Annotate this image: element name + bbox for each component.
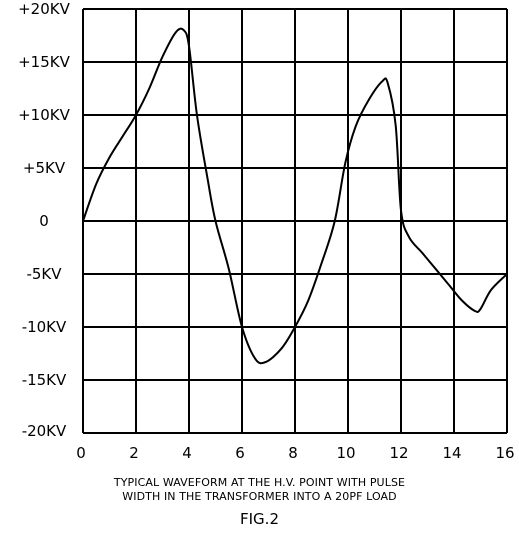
x-tick-label-0: 0 (76, 444, 86, 462)
x-tick-label-2: 4 (182, 444, 192, 462)
y-tick-label-7: -15KV (22, 371, 67, 389)
y-tick-label-6: -10KV (22, 318, 67, 336)
y-tick-label-5: -5KV (26, 265, 62, 283)
waveform-chart: +20KV+15KV+10KV+5KV0-5KV-10KV-15KV-20KV … (18, 0, 514, 462)
x-tick-label-3: 6 (235, 444, 245, 462)
x-tick-label-7: 14 (442, 444, 461, 462)
y-tick-label-2: +10KV (18, 106, 70, 124)
series-group (82, 27, 508, 365)
x-tick-label-1: 2 (129, 444, 139, 462)
y-tick-label-3: +5KV (23, 159, 66, 177)
x-tick-labels: 0 2 4 6 8 10 12 14 16 (76, 444, 514, 462)
x-tick-label-6: 12 (389, 444, 408, 462)
caption-line-2: WIDTH IN THE TRANSFORMER INTO A 20PF LOA… (122, 490, 397, 503)
waveform-line-0 (82, 27, 508, 365)
y-tick-label-4: 0 (39, 212, 49, 230)
y-tick-labels: +20KV +15KV +10KV +5KV 0 -5KV -10KV -15KV -20KV (18, 0, 70, 440)
x-tick-label-8: 16 (495, 444, 514, 462)
figure-label: FIG.2 (240, 510, 279, 528)
caption-line-1: TYPICAL WAVEFORM AT THE H.V. POINT WITH … (113, 476, 406, 489)
y-tick-label-8: -20KV (22, 422, 67, 440)
y-tick-label-0: +20KV (18, 0, 70, 18)
x-tick-label-5: 10 (336, 444, 355, 462)
x-tick-label-4: 8 (288, 444, 298, 462)
y-tick-label-1: +15KV (18, 53, 70, 71)
grid-lines (82, 8, 508, 434)
